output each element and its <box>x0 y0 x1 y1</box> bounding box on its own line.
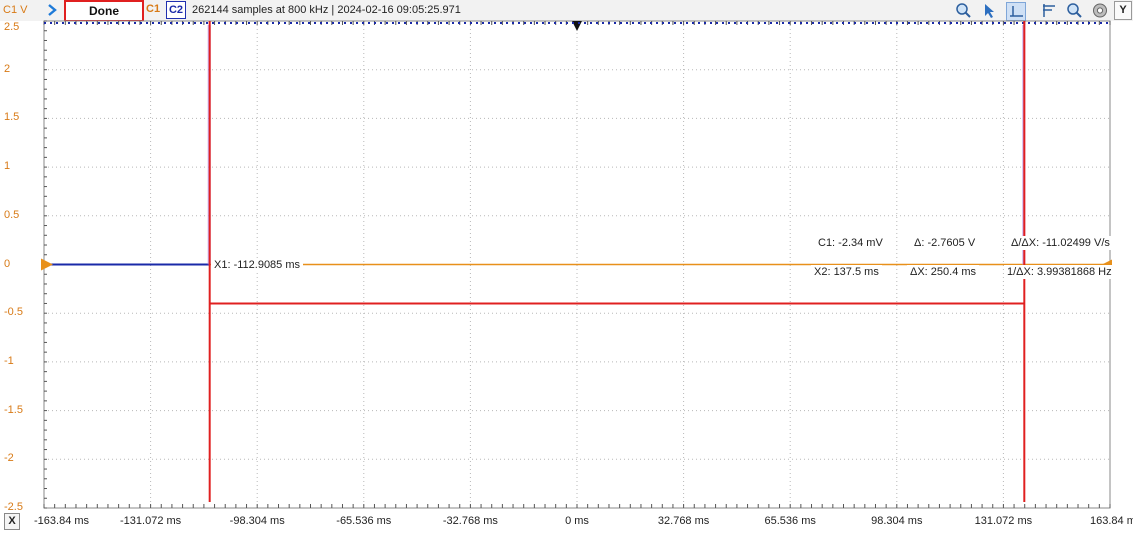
readout-delta-per-dx: Δ/ΔX: -11.02499 V/s <box>1008 236 1113 250</box>
channel-1-toggle[interactable]: C1 <box>146 3 161 15</box>
x-tick-label: 98.304 ms <box>871 515 923 527</box>
run-arrow-icon[interactable] <box>46 3 58 17</box>
y-tick-label: 1.5 <box>4 111 20 124</box>
x-axis-button[interactable]: X <box>4 513 20 530</box>
channel-2-toggle[interactable]: C2 <box>166 1 186 19</box>
x-tick-label: -131.072 ms <box>120 515 182 527</box>
y-tick-label: -1.5 <box>4 403 23 416</box>
x-tick-label: 65.536 ms <box>764 515 816 527</box>
y-tick-label: 0 <box>4 257 11 270</box>
readout-dx: ΔX: 250.4 ms <box>907 265 980 279</box>
pointer-icon[interactable] <box>981 2 999 19</box>
y-tick-label: 2.5 <box>4 21 20 33</box>
settings-icon[interactable] <box>1091 2 1109 19</box>
x-tick-label: -65.536 ms <box>336 515 392 527</box>
x-tick-label: 0 ms <box>565 515 589 527</box>
y-tick-label: 1 <box>4 160 11 173</box>
x-tick-label: 32.768 ms <box>657 515 710 527</box>
readout-x2: X2: 137.5 ms <box>811 265 882 279</box>
cursors[interactable] <box>208 21 1026 502</box>
readout-delta: Δ: -2.7605 V <box>911 236 979 250</box>
cursor-vertical-icon[interactable] <box>1040 2 1058 19</box>
y-tick-label: 2 <box>4 62 11 75</box>
y-tick-label: -0.5 <box>4 306 23 319</box>
x-tick-label: -163.84 ms <box>34 515 90 527</box>
x-tick-label: -32.768 ms <box>442 515 498 527</box>
zoom-out-icon[interactable] <box>1066 2 1084 19</box>
acquisition-info: 262144 samples at 800 kHz | 2024-02-16 0… <box>192 4 461 16</box>
x-tick-label: 131.072 ms <box>974 515 1033 527</box>
y-axis-button[interactable]: Y <box>1114 1 1132 20</box>
y-tick-label: -1 <box>4 354 14 367</box>
zoom-in-icon[interactable] <box>955 2 973 19</box>
x-tick-label: 163.84 ms <box>1090 515 1133 527</box>
y-tick-label: -2.5 <box>4 501 23 513</box>
channel-1-offset-marker-icon[interactable] <box>41 258 53 271</box>
channel-unit-label: C1 V <box>3 4 28 16</box>
x-tick-label: -98.304 ms <box>229 515 285 527</box>
cursor-x1-label[interactable]: X1: -112.9085 ms <box>211 258 304 272</box>
y-tick-label: -2 <box>4 452 14 465</box>
toolbar <box>0 0 1133 21</box>
readout-inv-dx: 1/ΔX: 3.99381868 Hz <box>1004 265 1115 279</box>
readout-c1: C1: -2.34 mV <box>815 236 886 250</box>
y-tick-label: 0.5 <box>4 208 20 221</box>
